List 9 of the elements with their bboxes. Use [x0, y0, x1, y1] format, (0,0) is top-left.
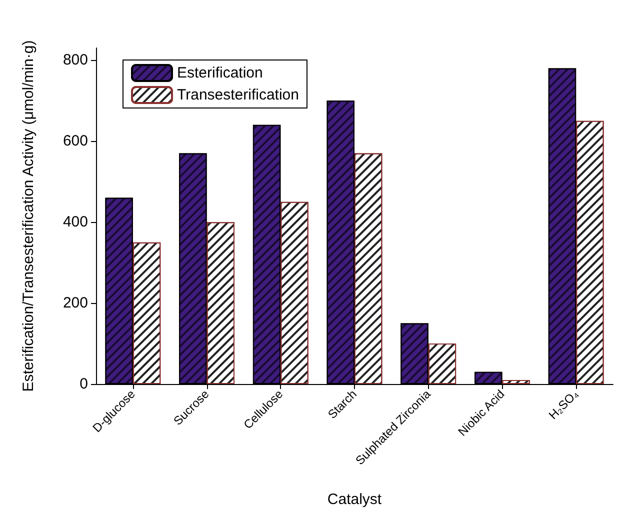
y-tick-label: 200 — [62, 294, 88, 312]
y-tick-label: 400 — [62, 214, 88, 231]
y-tick-label: 600 — [62, 132, 88, 150]
y-tick-label: 0 — [80, 376, 88, 392]
legend-label: Transesterification — [177, 86, 299, 104]
legend-label: Esterification — [177, 64, 263, 82]
y-axis-title: Esterification/Transesterification Activity (μmol/min·g) — [20, 40, 37, 392]
x-axis-title: Catalyst — [327, 491, 382, 508]
y-tick-label: 800 — [62, 52, 88, 69]
